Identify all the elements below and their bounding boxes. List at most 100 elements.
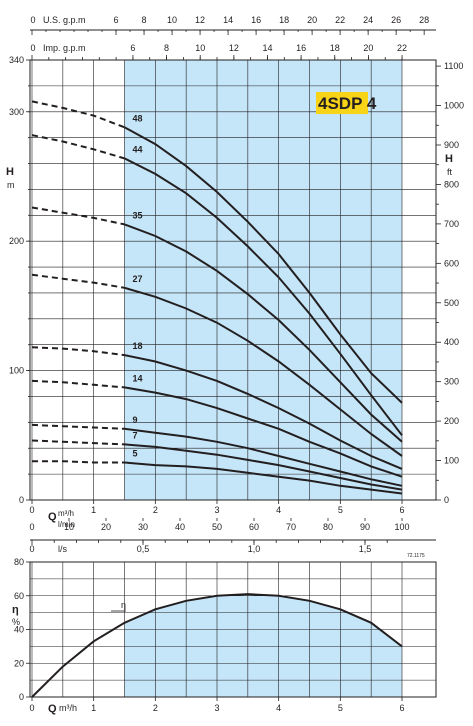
curve-label-14: 14 — [133, 373, 143, 383]
eff-y-tick-label-40: 40 — [14, 625, 24, 635]
head-curve-44 — [124, 157, 403, 436]
m3h-tick-label-4: 4 — [276, 505, 281, 515]
efficiency-operating-area — [124, 594, 402, 697]
head-operating-area — [124, 60, 402, 500]
head-curve-48-extrapolated — [31, 100, 125, 129]
y-tick-label-ft-800: 800 — [444, 179, 459, 189]
usgpm-tick-label-28: 28 — [419, 15, 429, 25]
impgpm-tick-label-0: 0 — [30, 43, 35, 53]
efficiency-chart: η η % 0 20 40 60 80 0 1 2 3 4 5 6 Q m³/h — [12, 557, 437, 715]
lmin-tick-label-0: 0 — [29, 522, 34, 532]
ls-tick-label-0,5: 0,5 — [137, 544, 150, 554]
q-label-efficiency: Q — [48, 703, 57, 715]
y-tick-label-ft-600: 600 — [444, 258, 459, 268]
usgpm-tick-label-0: 0 — [30, 15, 35, 25]
ls-tick-label-1,5: 1,5 — [359, 544, 372, 554]
head-curve-27 — [124, 286, 403, 457]
head-curve-35 — [124, 223, 403, 443]
usgpm-tick-label-14: 14 — [223, 15, 233, 25]
usgpm-tick-label-10: 10 — [167, 15, 177, 25]
eff-y-tick-label-80: 80 — [14, 557, 24, 567]
eff-x-tick-label-6: 6 — [399, 703, 404, 713]
m3h-ticks-head: 0 1 2 3 4 5 6 — [29, 500, 405, 515]
efficiency-curve-label: η — [121, 600, 126, 610]
m3h-tick-label-3: 3 — [214, 505, 219, 515]
y-tick-label-ft-200: 200 — [444, 416, 459, 426]
curve-label-18: 18 — [133, 341, 143, 351]
head-curve-44-extrapolated — [31, 134, 125, 160]
y-left-axis-title-h: H — [6, 166, 14, 178]
eff-x-tick-label-2: 2 — [153, 703, 158, 713]
title-highlight — [316, 92, 368, 114]
eff-x-tick-label-0: 0 — [29, 703, 34, 713]
impgpm-tick-label-16: 16 — [296, 43, 306, 53]
lmin-tick-label-40: 40 — [175, 522, 185, 532]
usgpm-tick-label-26: 26 — [391, 15, 401, 25]
y-tick-label-m-200: 200 — [9, 236, 24, 246]
head-curve-18 — [124, 354, 403, 470]
lmin-tick-label-90: 90 — [360, 522, 370, 532]
usgpm-tick-label-24: 24 — [363, 15, 373, 25]
efficiency-y-ticks: 0 20 40 60 80 — [14, 557, 30, 702]
head-curve-5 — [124, 461, 403, 495]
head-y-ticks-left: 0 100 200 300 340 — [9, 55, 30, 505]
m3h-unit-efficiency: m³/h — [59, 703, 77, 713]
usgpm-ticks: 0 6 8 10 12 14 16 18 20 22 24 26 28 — [30, 15, 429, 35]
head-curve-14 — [124, 386, 403, 478]
impgpm-tick-label-12: 12 — [229, 43, 239, 53]
y-tick-label-m-100: 100 — [9, 366, 24, 376]
head-curve-9-extrapolated — [31, 423, 125, 430]
impgpm-tick-label-8: 8 — [164, 43, 169, 53]
impgpm-tick-label-20: 20 — [363, 43, 373, 53]
y-tick-label-ft-1100: 1100 — [444, 61, 463, 71]
lmin-ticks: 10 20 30 40 50 60 70 80 90 100 0 — [29, 518, 410, 532]
q-label-head: Q — [48, 511, 57, 523]
ls-tick-label-1,0: 1,0 — [248, 544, 261, 554]
impgpm-tick-label-18: 18 — [330, 43, 340, 53]
y-tick-label-ft-500: 500 — [444, 298, 459, 308]
head-curve-18-extrapolated — [31, 346, 125, 357]
usgpm-tick-label-22: 22 — [335, 15, 345, 25]
y-tick-label-m-0: 0 — [19, 495, 24, 505]
ls-ticks: 0 0,5 1,0 1,5 — [29, 540, 388, 554]
lmin-tick-label-80: 80 — [323, 522, 333, 532]
y-left-axis-title-m: m — [7, 180, 15, 190]
lmin-tick-label-10: 10 — [64, 522, 74, 532]
efficiency-grid — [30, 562, 436, 697]
eff-x-tick-label-5: 5 — [338, 703, 343, 713]
y-tick-label-ft-400: 400 — [444, 337, 459, 347]
head-curve-9 — [124, 427, 403, 487]
curve-label-7: 7 — [133, 430, 138, 440]
lmin-tick-label-60: 60 — [249, 522, 259, 532]
head-curve-48 — [124, 126, 403, 404]
usgpm-tick-label-18: 18 — [279, 15, 289, 25]
curve-label-9: 9 — [133, 415, 138, 425]
m3h-tick-label-2: 2 — [153, 505, 158, 515]
efficiency-x-ticks: 0 1 2 3 4 5 6 — [29, 697, 405, 713]
curve-label-48: 48 — [133, 113, 143, 123]
curve-label-27: 27 — [133, 274, 143, 284]
eff-y-tick-label-0: 0 — [19, 692, 24, 702]
curve-label-5: 5 — [133, 448, 138, 458]
chart-title: 4SDP 4 — [318, 94, 377, 113]
head-curve-7-extrapolated — [31, 439, 125, 446]
eff-x-tick-label-1: 1 — [91, 703, 96, 713]
lmin-tick-label-20: 20 — [101, 522, 111, 532]
usgpm-tick-label-8: 8 — [142, 15, 147, 25]
efficiency-curves: η — [31, 593, 403, 698]
usgpm-tick-label-20: 20 — [307, 15, 317, 25]
head-curve-27-extrapolated — [31, 273, 125, 289]
ls-tick-label-0: 0 — [29, 544, 34, 554]
curve-label-35: 35 — [133, 210, 143, 220]
lmin-tick-label-30: 30 — [138, 522, 148, 532]
y-tick-label-ft-1000: 1000 — [444, 101, 464, 111]
m3h-tick-label-0: 0 — [29, 505, 34, 515]
usgpm-tick-label-12: 12 — [195, 15, 205, 25]
m3h-tick-label-6: 6 — [399, 505, 404, 515]
chart-reference: 72.1175 — [407, 553, 425, 559]
impgpm-tick-label-10: 10 — [195, 43, 205, 53]
head-plot-frame — [29, 59, 437, 501]
lmin-unit: l/min — [58, 520, 75, 529]
